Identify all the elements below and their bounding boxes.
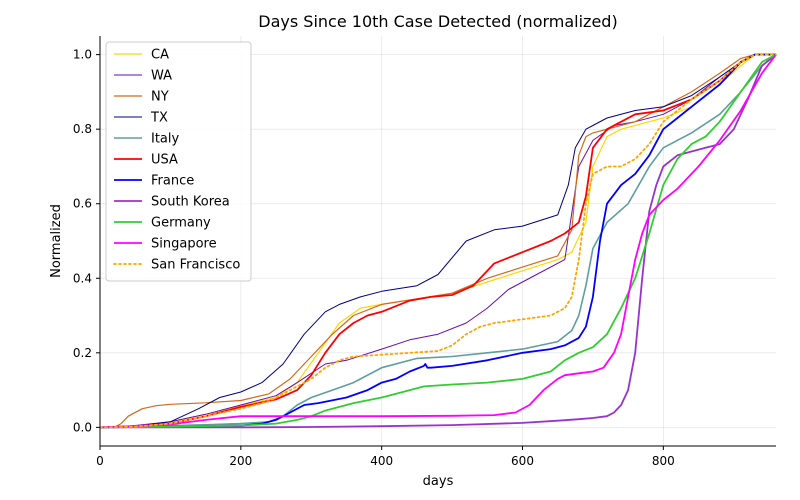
series-line-france bbox=[99, 53, 776, 429]
y-tick-label: 0.6 bbox=[73, 197, 92, 211]
series-line-usa bbox=[99, 53, 776, 429]
y-tick-label: 0.2 bbox=[73, 346, 92, 360]
legend-label: WA bbox=[151, 69, 172, 84]
legend-label: San Francisco bbox=[151, 258, 240, 273]
legend-label: USA bbox=[151, 153, 178, 168]
series-line-singapore bbox=[99, 54, 777, 429]
y-tick-label: 0.4 bbox=[73, 271, 92, 285]
series-lines bbox=[99, 53, 777, 429]
x-axis-label: days bbox=[423, 474, 454, 489]
x-tick-label: 200 bbox=[229, 454, 252, 468]
y-tick-label: 1.0 bbox=[73, 48, 92, 62]
chart-title: Days Since 10th Case Detected (normalize… bbox=[258, 12, 617, 31]
y-tick-label: 0.0 bbox=[73, 420, 92, 434]
legend-label: Singapore bbox=[151, 237, 217, 252]
legend-label: TX bbox=[150, 111, 168, 126]
x-tick-label: 800 bbox=[652, 454, 675, 468]
tick-labels: 0 200 400 600 800 0.0 0.2 0.4 0.6 0.8 1.0 bbox=[73, 48, 675, 468]
x-tick-label: 0 bbox=[96, 454, 104, 468]
x-tick-label: 600 bbox=[511, 454, 534, 468]
legend-label: France bbox=[151, 174, 194, 189]
x-tick-label: 400 bbox=[370, 454, 393, 468]
legend: CA WA NY TX Italy USA France South Korea Germany… bbox=[105, 41, 252, 282]
y-axis-label: Normalized bbox=[49, 204, 64, 278]
legend-label: Germany bbox=[151, 216, 211, 231]
series-line-san-francisco bbox=[99, 53, 777, 429]
y-tick-label: 0.8 bbox=[73, 122, 92, 136]
series-line-tx bbox=[99, 54, 776, 428]
legend-label: Italy bbox=[151, 132, 180, 147]
legend-box bbox=[105, 41, 252, 282]
series-line-wa bbox=[99, 54, 776, 428]
legend-label: South Korea bbox=[151, 195, 230, 210]
legend-label: CA bbox=[151, 48, 169, 63]
legend-label: NY bbox=[151, 90, 169, 105]
